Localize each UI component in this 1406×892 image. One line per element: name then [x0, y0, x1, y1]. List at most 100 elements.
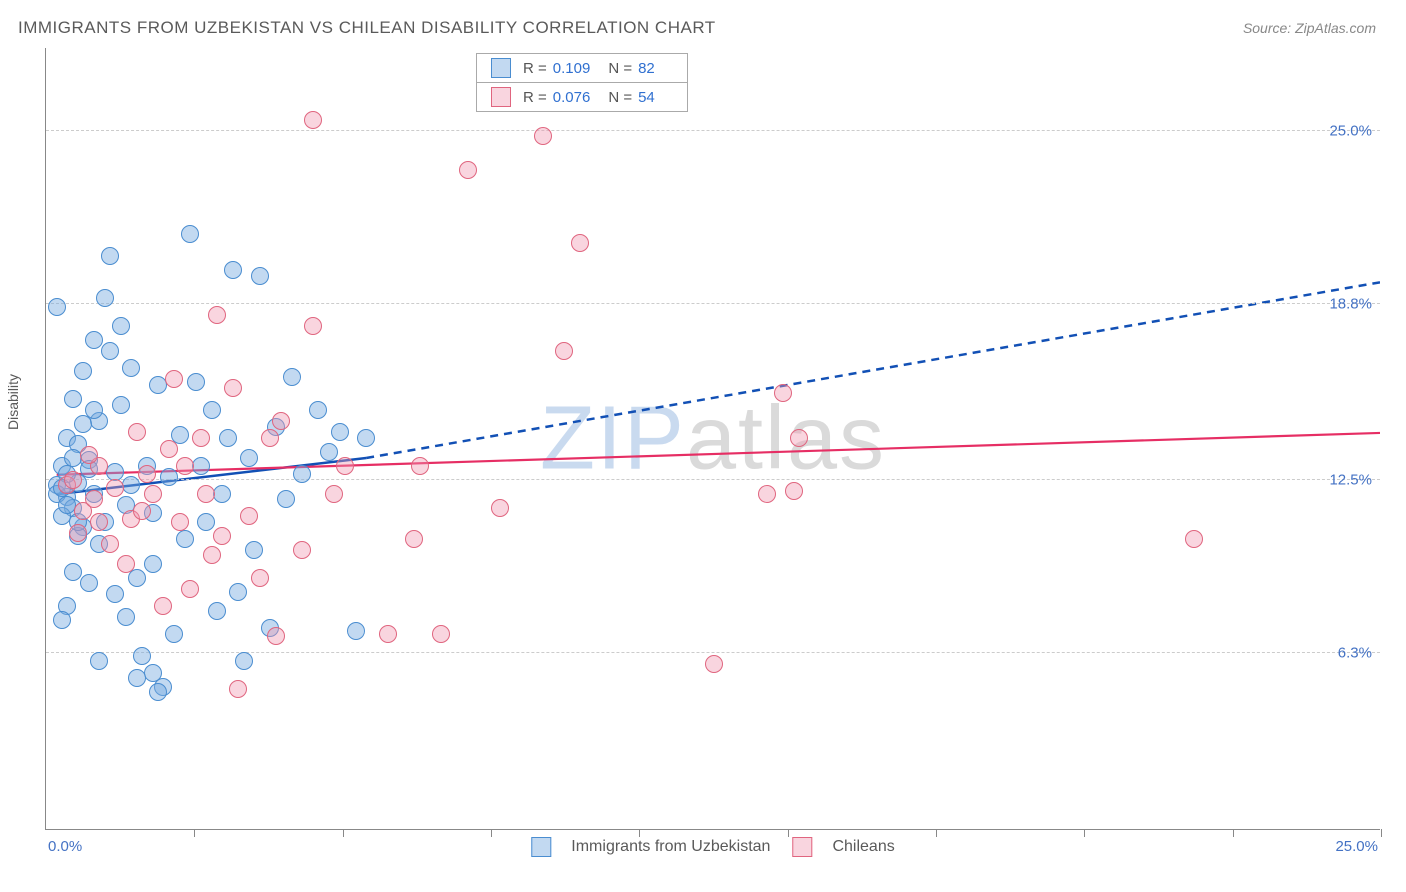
scatter-point-chileans — [336, 457, 354, 475]
n-value-chileans: 54 — [638, 89, 655, 106]
scatter-point-chileans — [160, 440, 178, 458]
n-label: N = — [608, 89, 632, 106]
scatter-point-chileans — [459, 161, 477, 179]
scatter-point-uzbekistan — [106, 585, 124, 603]
r-value-chileans: 0.076 — [553, 89, 591, 106]
swatch-chileans — [491, 87, 511, 107]
scatter-point-chileans — [192, 429, 210, 447]
scatter-point-chileans — [176, 457, 194, 475]
legend-label-uzbekistan: Immigrants from Uzbekistan — [571, 838, 770, 856]
r-label: R = — [523, 60, 547, 77]
chart-container: IMMIGRANTS FROM UZBEKISTAN VS CHILEAN DI… — [0, 0, 1406, 892]
x-tick — [1233, 829, 1234, 837]
watermark-zip: ZIP — [540, 388, 686, 488]
scatter-point-chileans — [555, 342, 573, 360]
scatter-point-uzbekistan — [112, 317, 130, 335]
scatter-point-uzbekistan — [128, 669, 146, 687]
scatter-point-uzbekistan — [187, 373, 205, 391]
scatter-point-chileans — [144, 485, 162, 503]
scatter-point-uzbekistan — [165, 625, 183, 643]
scatter-point-chileans — [705, 655, 723, 673]
scatter-point-uzbekistan — [277, 490, 295, 508]
x-tick — [1084, 829, 1085, 837]
scatter-point-uzbekistan — [293, 465, 311, 483]
source-label: Source: ZipAtlas.com — [1243, 20, 1376, 36]
scatter-point-chileans — [128, 423, 146, 441]
scatter-point-uzbekistan — [176, 530, 194, 548]
scatter-point-chileans — [758, 485, 776, 503]
scatter-point-chileans — [411, 457, 429, 475]
trend-lines — [46, 48, 1380, 829]
legend-item-chileans: Chileans — [792, 837, 894, 857]
scatter-point-chileans — [80, 446, 98, 464]
scatter-point-uzbekistan — [106, 463, 124, 481]
scatter-point-uzbekistan — [96, 289, 114, 307]
n-value-uzbekistan: 82 — [638, 60, 655, 77]
scatter-point-chileans — [138, 465, 156, 483]
scatter-point-uzbekistan — [213, 485, 231, 503]
scatter-point-chileans — [181, 580, 199, 598]
gridline — [46, 479, 1380, 480]
scatter-point-uzbekistan — [320, 443, 338, 461]
scatter-point-chileans — [240, 507, 258, 525]
scatter-point-chileans — [1185, 530, 1203, 548]
scatter-point-uzbekistan — [90, 652, 108, 670]
scatter-point-chileans — [272, 412, 290, 430]
scatter-point-uzbekistan — [144, 555, 162, 573]
n-label: N = — [608, 60, 632, 77]
scatter-point-uzbekistan — [64, 390, 82, 408]
scatter-point-uzbekistan — [251, 267, 269, 285]
scatter-point-chileans — [432, 625, 450, 643]
scatter-point-uzbekistan — [85, 401, 103, 419]
scatter-point-chileans — [64, 471, 82, 489]
scatter-point-uzbekistan — [224, 261, 242, 279]
x-axis-max-label: 25.0% — [1335, 838, 1378, 855]
scatter-point-uzbekistan — [235, 652, 253, 670]
scatter-point-chileans — [101, 535, 119, 553]
scatter-point-chileans — [69, 524, 87, 542]
scatter-point-chileans — [304, 111, 322, 129]
scatter-point-uzbekistan — [122, 359, 140, 377]
scatter-point-uzbekistan — [64, 563, 82, 581]
x-tick — [639, 829, 640, 837]
scatter-point-chileans — [790, 429, 808, 447]
scatter-point-chileans — [133, 502, 151, 520]
x-tick — [194, 829, 195, 837]
scatter-point-chileans — [304, 317, 322, 335]
x-tick — [1381, 829, 1382, 837]
scatter-point-chileans — [117, 555, 135, 573]
scatter-point-chileans — [224, 379, 242, 397]
scatter-point-uzbekistan — [219, 429, 237, 447]
y-tick-label: 12.5% — [1329, 471, 1372, 488]
x-tick — [788, 829, 789, 837]
stats-row-uzbekistan: R = 0.109 N = 82 — [477, 54, 687, 83]
scatter-point-uzbekistan — [80, 574, 98, 592]
scatter-point-chileans — [154, 597, 172, 615]
scatter-point-chileans — [213, 527, 231, 545]
bottom-legend: Immigrants from Uzbekistan Chileans — [531, 837, 894, 857]
scatter-point-uzbekistan — [48, 298, 66, 316]
scatter-point-uzbekistan — [144, 664, 162, 682]
legend-item-uzbekistan: Immigrants from Uzbekistan — [531, 837, 770, 857]
scatter-point-uzbekistan — [74, 362, 92, 380]
scatter-point-uzbekistan — [64, 449, 82, 467]
scatter-point-chileans — [491, 499, 509, 517]
scatter-point-uzbekistan — [245, 541, 263, 559]
scatter-point-uzbekistan — [192, 457, 210, 475]
y-tick-label: 25.0% — [1329, 122, 1372, 139]
scatter-point-chileans — [571, 234, 589, 252]
scatter-point-uzbekistan — [309, 401, 327, 419]
gridline — [46, 130, 1380, 131]
scatter-point-chileans — [267, 627, 285, 645]
plot-area: ZIPatlas R = 0.109 N = 82 R = 0.076 N = … — [45, 48, 1380, 830]
swatch-chileans — [792, 837, 812, 857]
scatter-point-uzbekistan — [149, 683, 167, 701]
scatter-point-uzbekistan — [208, 602, 226, 620]
scatter-point-uzbekistan — [197, 513, 215, 531]
scatter-point-uzbekistan — [347, 622, 365, 640]
scatter-point-uzbekistan — [203, 401, 221, 419]
scatter-point-uzbekistan — [283, 368, 301, 386]
scatter-point-chileans — [90, 513, 108, 531]
scatter-point-chileans — [171, 513, 189, 531]
y-tick-label: 6.3% — [1338, 645, 1372, 662]
